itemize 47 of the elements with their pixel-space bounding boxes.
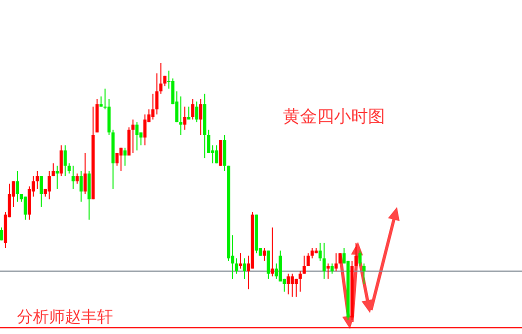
- candlestick: [123, 147, 127, 166]
- candlestick: [60, 144, 63, 177]
- candlestick: [24, 196, 27, 220]
- candlestick: [119, 147, 123, 172]
- candlestick: [195, 101, 198, 123]
- candlestick: [56, 165, 59, 190]
- candlestick: [179, 96, 182, 136]
- candlestick: [354, 242, 358, 267]
- candlestick: [64, 144, 67, 177]
- candlestick: [215, 144, 218, 164]
- candlestick: [234, 258, 238, 274]
- candlestick: [262, 248, 266, 262]
- candlestick: [266, 250, 270, 280]
- candlestick: [199, 98, 202, 136]
- candlestick: [294, 278, 298, 298]
- candlestick: [76, 173, 79, 184]
- candlestick: [330, 262, 334, 274]
- candlestick: [48, 170, 51, 200]
- candlestick: [84, 152, 87, 195]
- candlestick: [151, 93, 154, 120]
- candlestick: [338, 252, 342, 264]
- candlestick: [270, 226, 274, 277]
- candlestick: [191, 98, 194, 120]
- candlestick: [183, 106, 186, 130]
- candlestick: [40, 176, 43, 208]
- candlestick: [290, 273, 294, 298]
- candlestick: [80, 170, 83, 202]
- candlestick: [0, 226, 4, 241]
- candlestick: [36, 170, 39, 190]
- candlestick: [115, 152, 119, 166]
- text: 黄金四小时图: [283, 107, 385, 126]
- candlestick: [187, 106, 190, 120]
- candlestick: [143, 114, 147, 146]
- candlestick: [238, 252, 242, 270]
- candlestick: [362, 262, 366, 285]
- candlestick: [16, 170, 20, 202]
- candlestick: [242, 258, 246, 280]
- candlestick: [358, 250, 362, 267]
- candlestick: [334, 252, 338, 272]
- candlestick: [135, 122, 139, 151]
- candlestick: [72, 165, 75, 190]
- candlestick: [155, 72, 158, 115]
- candlestick: [131, 119, 135, 154]
- annotation: 分析师赵丰轩: [17, 308, 113, 326]
- candlestick: [326, 262, 330, 280]
- candlestick: [322, 242, 326, 280]
- candlestick: [286, 273, 290, 295]
